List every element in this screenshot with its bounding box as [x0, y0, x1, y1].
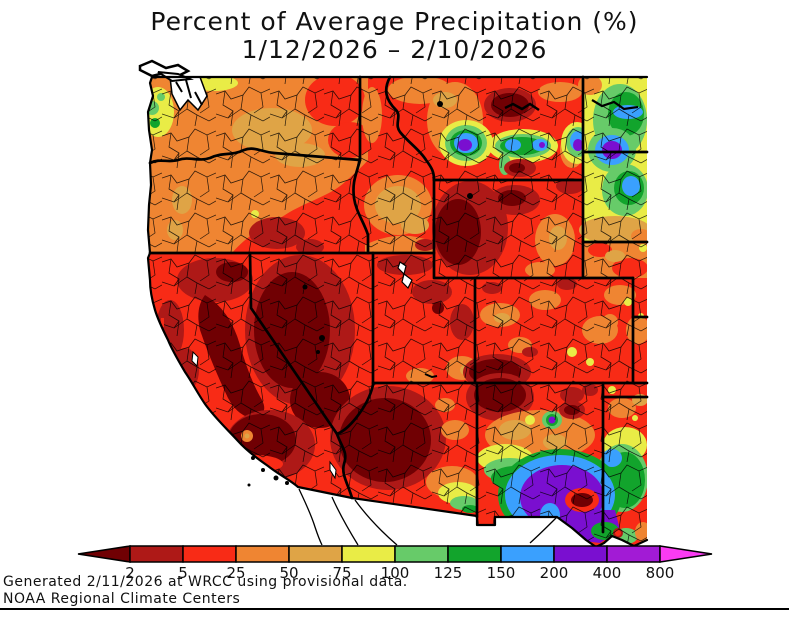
date-range: 1/12/2026 – 2/10/2026	[241, 35, 548, 64]
legend-tick-label: 150	[487, 564, 516, 582]
map-fill-layer	[148, 77, 647, 547]
legend-tick-label: 2	[125, 564, 135, 582]
legend-segment	[553, 545, 608, 563]
salton-sea	[329, 460, 337, 480]
puget-sound	[169, 76, 208, 112]
noaa-credit: NOAA Regional Climate Centers	[3, 591, 241, 607]
great-salt-lake	[397, 261, 413, 290]
legend-segment	[288, 545, 343, 563]
legend-tick-label: 400	[593, 564, 622, 582]
generated-note: Generated 2/11/2026 at WRCC using provis…	[3, 574, 408, 590]
legend-tick-label: 100	[381, 564, 410, 582]
border-id-mt	[384, 75, 436, 182]
legend-segment	[394, 545, 449, 563]
legend-segment	[500, 545, 555, 563]
land-outline	[146, 75, 649, 549]
legend-arrow-left	[77, 545, 131, 563]
legend-segment	[235, 545, 290, 563]
title-block: Percent of Average Precipitation (%) 1/1…	[0, 8, 789, 64]
sf-bay	[191, 350, 199, 368]
legend-colorbar: 2 5 25 50 75 100 125 150 200 400 800	[77, 545, 713, 582]
legend-tick-label: 25	[226, 564, 245, 582]
water-features	[138, 59, 639, 487]
san-juan-river	[424, 373, 438, 379]
page-title: Percent of Average Precipitation (%)	[150, 7, 639, 36]
legend-tick-label: 50	[279, 564, 298, 582]
border-colorado-river	[335, 383, 375, 500]
fort-peck-river	[504, 102, 540, 112]
legend-segment	[447, 545, 502, 563]
mexico-outline	[298, 488, 558, 546]
legend-segment	[606, 545, 661, 563]
coast-marker	[161, 318, 164, 327]
legend-tick-label: 200	[540, 564, 569, 582]
legend-tick-label: 5	[178, 564, 188, 582]
legend-segment	[341, 545, 396, 563]
border-41n	[432, 178, 635, 280]
bottom-rule	[0, 608, 789, 610]
legend-tick-label: 125	[434, 564, 463, 582]
border-wa-or	[148, 147, 362, 165]
legend-arrow-right	[659, 545, 713, 563]
state-borders	[146, 75, 649, 549]
yellowstone-lake	[467, 193, 473, 199]
legend-tick-label: 75	[332, 564, 351, 582]
legend-segment	[182, 545, 237, 563]
missouri-river	[591, 99, 639, 111]
border-ca-nv	[248, 251, 339, 436]
flathead-lake	[437, 101, 443, 107]
border-or-id	[352, 158, 370, 255]
strait-islands	[138, 59, 191, 78]
legend-tick-label: 800	[646, 564, 675, 582]
legend-segment	[129, 545, 184, 563]
